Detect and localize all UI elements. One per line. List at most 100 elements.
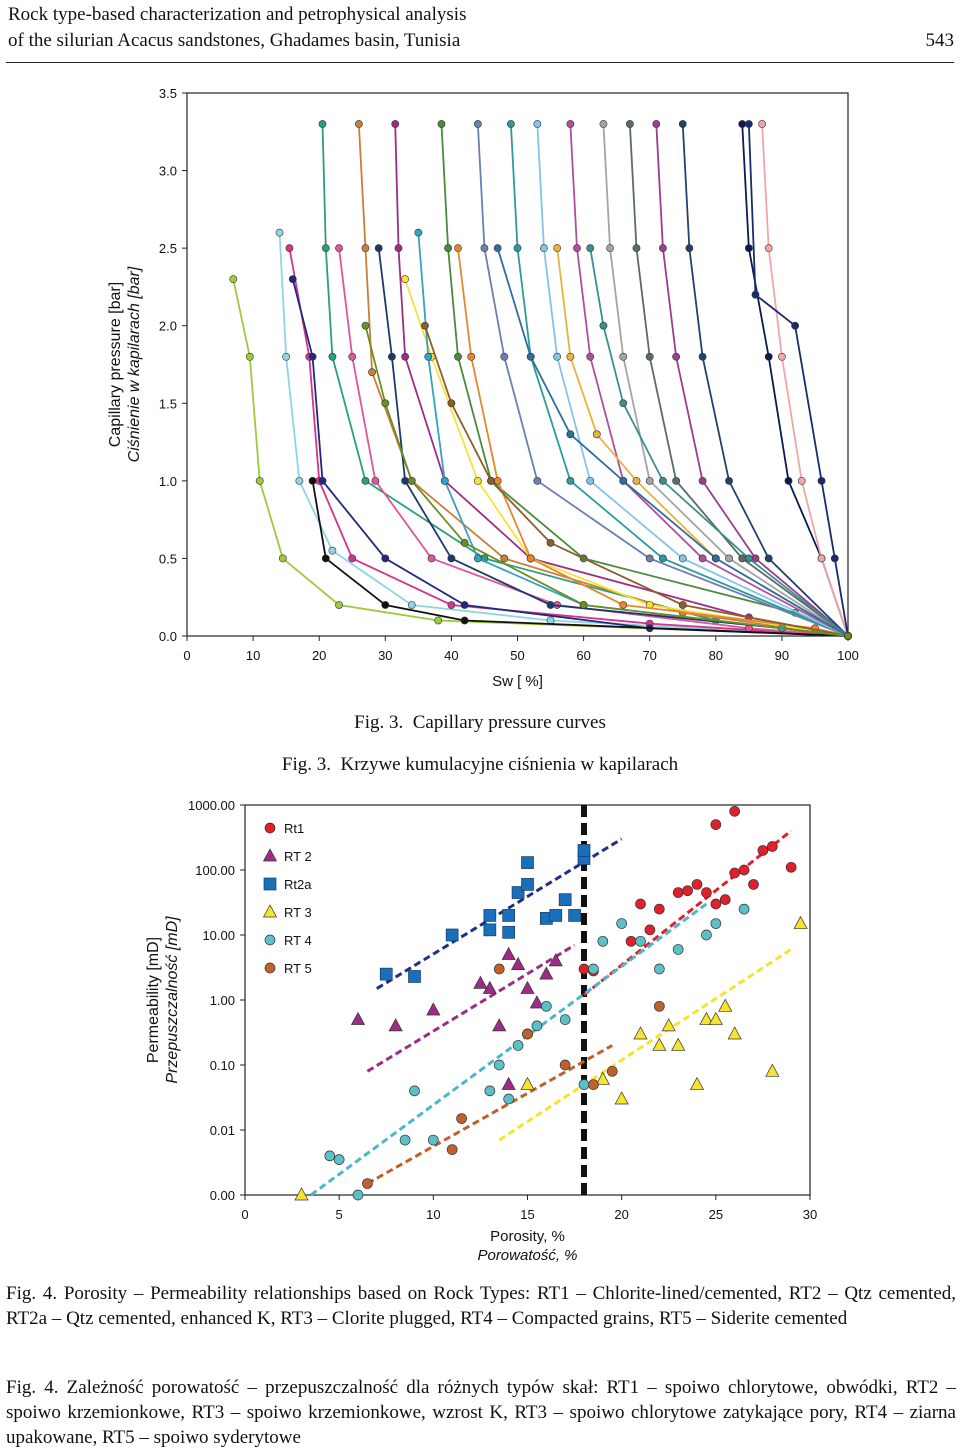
curve-point — [744, 244, 753, 253]
curve-point — [500, 554, 509, 563]
data-point-rt3 — [718, 998, 733, 1012]
curve-point — [764, 352, 773, 361]
data-point-rt1 — [738, 864, 750, 876]
data-point-rt2 — [539, 966, 554, 980]
curve-point — [288, 275, 297, 284]
curve-c24 — [761, 123, 849, 637]
running-title-line1: Rock type-based characterization and pet… — [8, 4, 467, 25]
curve-point — [308, 352, 317, 361]
curve-c25 — [747, 123, 849, 637]
curve-point — [698, 352, 707, 361]
fig3-caption-pl-label: Fig. 3. — [281, 754, 331, 775]
curve-point — [460, 616, 469, 625]
y-tick-label: 100.00 — [195, 863, 235, 878]
curve-point — [245, 352, 254, 361]
data-point-rt2a — [483, 923, 497, 937]
data-point-rt2 — [492, 1018, 507, 1032]
curve-c30 — [364, 325, 849, 637]
data-point-rt3 — [262, 904, 278, 918]
x-tick-label: 25 — [709, 1207, 723, 1222]
legend-label: RT 3 — [284, 905, 312, 920]
fig3-caption-pl: Fig. 3. Krzywe kumulacyjne ciśnienia w k… — [0, 752, 960, 777]
data-point-rt1 — [729, 805, 741, 817]
curve-point — [321, 554, 330, 563]
x-tick-label: 50 — [510, 648, 524, 663]
curve-point — [817, 476, 826, 485]
data-point-rt3 — [633, 1026, 648, 1040]
data-point-rt4 — [672, 944, 684, 955]
curve-point — [401, 275, 410, 284]
data-point-rt3 — [520, 1076, 535, 1090]
y-tick-label: 10.00 — [202, 928, 235, 943]
curve-point — [447, 399, 456, 408]
curve-c11 — [404, 278, 849, 637]
fig4-caption-en-label: Fig. 4. — [6, 1283, 58, 1304]
data-point-rt1 — [757, 845, 769, 856]
curve-point — [424, 352, 433, 361]
data-point-rt2a — [521, 856, 534, 869]
data-point-rt1 — [701, 887, 712, 898]
curve-point — [473, 120, 482, 128]
data-point-rt5 — [588, 1079, 599, 1090]
fig3-caption-en-label: Fig. 3. — [354, 712, 404, 733]
y-tick-label: 3.5 — [159, 86, 177, 101]
curve-point — [394, 244, 403, 253]
curve-point — [427, 554, 436, 563]
curve-point — [546, 539, 555, 547]
curve-point — [335, 601, 343, 609]
data-point-rt4 — [578, 1079, 590, 1090]
curve-point — [348, 352, 357, 361]
page-number: 543 — [925, 30, 955, 51]
data-point-rt4 — [635, 935, 646, 947]
data-point-rt1 — [785, 861, 797, 873]
data-point-rt4 — [540, 1000, 552, 1012]
curve-point — [725, 476, 733, 485]
curve-point — [758, 120, 766, 128]
data-point-rt5 — [606, 1065, 618, 1077]
fig3-caption-en-text: Capillary pressure curves — [412, 712, 606, 733]
x-tick-label: 80 — [709, 648, 723, 663]
data-point-rt2a — [549, 909, 563, 922]
curve-point — [328, 546, 337, 555]
curve-point — [493, 244, 502, 253]
legend-label: Rt2a — [284, 877, 312, 892]
data-point-rt2a — [502, 925, 516, 939]
curve-point — [381, 399, 390, 408]
curve-point — [744, 120, 753, 128]
data-point-rt2a — [577, 844, 591, 857]
curve-point — [414, 228, 423, 237]
curve-point — [229, 275, 238, 284]
curve-point — [447, 554, 456, 563]
curve-c26 — [589, 247, 849, 637]
curve-point — [354, 120, 363, 128]
data-point-rt2a — [502, 909, 516, 922]
x-tick-label: 40 — [444, 648, 458, 663]
curve-point — [407, 601, 416, 609]
x-tick-label: 5 — [336, 1207, 343, 1222]
y-tick-label: 1000.00 — [188, 798, 235, 813]
curve-point — [381, 554, 390, 563]
fig4-caption-pl-text: Zależność porowatość – przepuszczalność … — [6, 1377, 956, 1448]
data-point-rt2 — [548, 953, 563, 967]
data-point-rt3 — [294, 1187, 309, 1201]
x-tick-label: 70 — [642, 648, 656, 663]
data-point-rt4 — [427, 1134, 439, 1146]
curve-point — [513, 244, 522, 253]
curve-point — [764, 244, 773, 253]
data-point-rt2 — [426, 1002, 441, 1016]
curve-point — [764, 554, 773, 563]
legend-label: RT 5 — [284, 961, 312, 976]
x-tick-label: 0 — [183, 648, 190, 663]
curve-c15 — [476, 123, 849, 637]
curve-point — [619, 399, 628, 408]
curve-point — [308, 476, 317, 485]
x-axis-label-pl: Porowatość, % — [477, 1247, 577, 1264]
curve-point — [725, 554, 733, 563]
trend-line-rt2a — [376, 837, 623, 990]
curve-point — [401, 476, 410, 485]
data-point-rt1 — [264, 822, 276, 834]
data-point-rt3 — [689, 1076, 705, 1090]
data-point-rt2 — [473, 975, 488, 989]
curve-c20 — [628, 123, 849, 637]
curve-point — [592, 430, 601, 439]
